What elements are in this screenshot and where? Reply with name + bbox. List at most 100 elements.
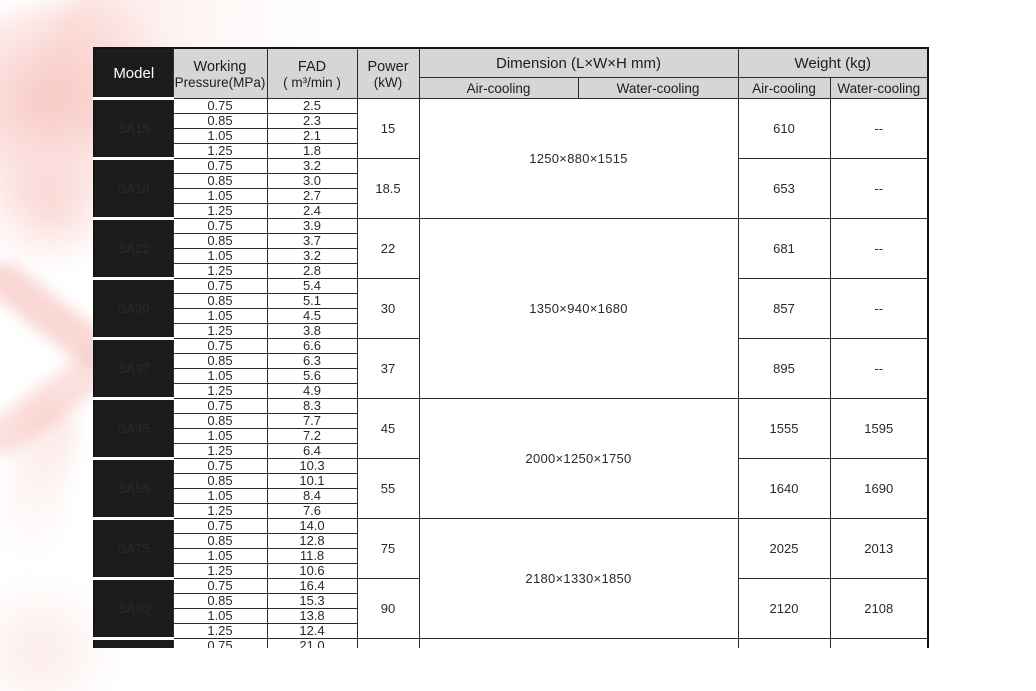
spec-row: 1.25 10.6	[94, 563, 928, 579]
fad-cell: 3.2	[266, 158, 358, 174]
pressure-cell: 1.05	[172, 308, 268, 324]
fad-cell: 3.0	[266, 173, 358, 189]
fad-cell: 11.8	[266, 548, 358, 564]
weight-water-cell: --	[829, 158, 929, 219]
fad-cell: 5.4	[266, 278, 358, 294]
pressure-cell: 0.85	[172, 593, 268, 609]
fad-cell: 2.3	[266, 113, 358, 129]
model-cell: SA37	[93, 337, 174, 400]
spec-table-body: SA15 0.75 2.5 15 1250×880×1515 610 -- 0.85 2.3 1.…	[93, 97, 929, 648]
header-working-pressure-line2: Pressure(MPa)	[174, 74, 266, 90]
fad-cell: 12.4	[266, 623, 358, 639]
pressure-cell: 1.05	[172, 368, 268, 384]
fad-cell: 6.4	[266, 443, 358, 459]
pressure-cell: 1.05	[172, 608, 268, 624]
dimension-cell: 1350×940×1680	[418, 218, 739, 399]
spec-row: 1.25 6.4	[94, 443, 928, 459]
header-power-line1: Power	[367, 58, 409, 75]
fad-cell: 2.7	[266, 188, 358, 204]
pressure-cell: 1.05	[172, 248, 268, 264]
weight-air-cell: 610	[737, 98, 831, 159]
spec-table: Model Working Pressure(MPa) FAD ( m³/min…	[93, 47, 929, 648]
pressure-cell: 0.75	[172, 458, 268, 474]
weight-air-cell	[737, 638, 831, 648]
weight-air-cell: 681	[737, 218, 831, 279]
spec-row: 0.85 12.8	[94, 533, 928, 549]
pressure-cell: 0.75	[172, 278, 268, 294]
fad-cell: 12.8	[266, 533, 358, 549]
dimension-cell	[418, 638, 739, 648]
pressure-cell: 1.25	[172, 143, 268, 159]
dimension-cell: 2000×1250×1750	[418, 398, 739, 519]
header-power: Power (kW)	[356, 47, 420, 99]
fad-cell: 4.9	[266, 383, 358, 399]
pressure-cell: 0.85	[172, 533, 268, 549]
spec-row: 1.25 2.4	[94, 203, 928, 219]
header-dimension-air-cooling: Air-cooling	[418, 77, 579, 99]
model-cell: SA90	[93, 577, 174, 640]
spec-row: 0.85 2.3	[94, 113, 928, 129]
spec-row: SA22 0.75 3.9 22 1350×940×1680 681 --	[93, 217, 929, 399]
pressure-cell: 1.25	[172, 443, 268, 459]
fad-cell: 16.4	[266, 578, 358, 594]
spec-row: SA55 0.75 10.3 55 1640 1690	[93, 457, 929, 520]
pressure-cell: 1.25	[172, 323, 268, 339]
header-fad-line1: FAD	[297, 58, 327, 75]
weight-water-cell: --	[829, 98, 929, 159]
weight-air-cell: 1640	[737, 458, 831, 519]
weight-water-cell: 2108	[829, 578, 929, 639]
pressure-cell: 0.75	[172, 518, 268, 534]
pressure-cell: 0.75	[172, 338, 268, 354]
pressure-cell: 0.85	[172, 233, 268, 249]
dimension-cell: 2180×1330×1850	[418, 518, 739, 639]
fad-cell: 2.4	[266, 203, 358, 219]
pressure-cell: 0.75	[172, 98, 268, 114]
model-cell	[93, 637, 174, 648]
model-cell: SA45	[93, 397, 174, 460]
spec-row: 1.05 4.5	[94, 308, 928, 324]
model-cell: SA22	[93, 217, 174, 280]
fad-cell: 6.6	[266, 338, 358, 354]
pressure-cell: 1.05	[172, 488, 268, 504]
weight-water-cell: 2013	[829, 518, 929, 579]
weight-water-cell	[829, 638, 929, 648]
header-weight: Weight (kg)	[737, 47, 929, 78]
header-working-pressure: Working Pressure(MPa)	[172, 47, 268, 99]
pressure-cell: 0.75	[172, 398, 268, 414]
pressure-cell: 0.85	[172, 173, 268, 189]
model-cell: SA18	[93, 157, 174, 220]
weight-water-cell: --	[829, 278, 929, 339]
spec-row: SA90 0.75 16.4 90 2120 2108	[93, 577, 929, 640]
pressure-cell: 1.05	[172, 188, 268, 204]
fad-cell: 10.3	[266, 458, 358, 474]
pressure-cell: 0.85	[172, 473, 268, 489]
pressure-cell: 0.85	[172, 113, 268, 129]
spec-row: SA75 0.75 14.0 75 2180×1330×1850 2025 2013	[93, 517, 929, 639]
power-cell: 55	[356, 458, 420, 519]
pressure-cell: 0.85	[172, 413, 268, 429]
power-cell: 18.5	[356, 158, 420, 219]
weight-air-cell: 895	[737, 338, 831, 399]
fad-cell: 7.2	[266, 428, 358, 444]
weight-water-cell: --	[829, 338, 929, 399]
spec-row: SA15 0.75 2.5 15 1250×880×1515 610 --	[93, 97, 929, 219]
spec-row: 0.85 10.1	[94, 473, 928, 489]
spec-row: 0.85 7.7	[94, 413, 928, 429]
power-cell: 22	[356, 218, 420, 279]
fad-cell: 8.3	[266, 398, 358, 414]
header-model: Model	[93, 47, 174, 100]
pressure-cell: 1.25	[172, 503, 268, 519]
weight-water-cell: 1595	[829, 398, 929, 459]
spec-row: 1.25 7.6	[94, 503, 928, 519]
pressure-cell: 0.75	[172, 218, 268, 234]
fad-cell: 10.1	[266, 473, 358, 489]
fad-cell: 21.0	[266, 638, 358, 648]
model-cell: SA55	[93, 457, 174, 520]
pink-brushstroke-decoration	[0, 396, 83, 594]
fad-cell: 4.5	[266, 308, 358, 324]
pressure-cell: 0.75	[172, 638, 268, 648]
fad-cell: 3.9	[266, 218, 358, 234]
header-dimension-water-cooling: Water-cooling	[577, 77, 739, 99]
dimension-cell: 1250×880×1515	[418, 98, 739, 219]
